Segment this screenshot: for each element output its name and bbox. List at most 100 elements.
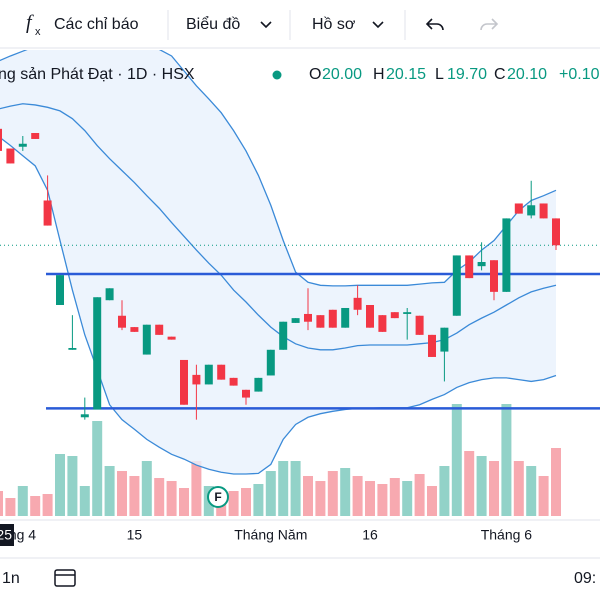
candle-body bbox=[43, 200, 52, 226]
volume-bar bbox=[402, 481, 413, 516]
volume-bar bbox=[154, 478, 165, 516]
candle-body bbox=[180, 359, 188, 405]
candle-body bbox=[266, 349, 275, 376]
candle-body bbox=[341, 307, 350, 328]
chevron bbox=[260, 21, 272, 29]
volume-bar bbox=[427, 486, 437, 516]
calendar-icon bbox=[54, 569, 76, 587]
profile-button[interactable]: Hồ sơ bbox=[312, 16, 356, 33]
candle-body bbox=[328, 309, 337, 328]
volume-bar bbox=[365, 481, 375, 516]
x-tick-label: Tháng 6 bbox=[481, 527, 533, 543]
volume-bar bbox=[513, 461, 524, 516]
volume-bar bbox=[489, 461, 499, 516]
candle-body bbox=[217, 364, 226, 380]
volume-bar bbox=[501, 404, 512, 516]
volume-bar bbox=[30, 496, 41, 516]
volume-bar bbox=[352, 476, 363, 516]
interval-button[interactable]: 1n bbox=[2, 570, 20, 587]
open-label: O bbox=[309, 66, 321, 83]
volume-bar bbox=[228, 491, 239, 516]
volume-bar bbox=[104, 466, 115, 516]
volume-bar bbox=[278, 461, 289, 516]
volume-bar bbox=[129, 476, 140, 516]
volume-bar bbox=[67, 456, 78, 516]
candle-body bbox=[167, 336, 176, 340]
candle-body bbox=[403, 312, 412, 314]
volume-bar bbox=[166, 481, 177, 516]
band-fill bbox=[0, 50, 556, 475]
chart-button[interactable]: Biểu đồ bbox=[186, 15, 240, 33]
candle-body bbox=[378, 315, 387, 332]
volume-bar bbox=[389, 478, 400, 516]
candle-body bbox=[291, 318, 300, 323]
event-marker bbox=[207, 486, 229, 508]
volume-bar bbox=[451, 404, 462, 516]
volume-bar bbox=[526, 466, 537, 516]
candle-body bbox=[31, 133, 40, 139]
candle-body bbox=[477, 262, 486, 267]
volume-bar bbox=[377, 484, 388, 516]
status-dot bbox=[272, 70, 282, 80]
low-value: 19.70 bbox=[447, 66, 487, 83]
volume-bar bbox=[464, 451, 475, 516]
close-label: C bbox=[494, 66, 506, 83]
volume-bar bbox=[141, 461, 152, 516]
candle-body bbox=[465, 255, 474, 279]
undo-button[interactable] bbox=[425, 18, 444, 31]
redo-button[interactable] bbox=[480, 18, 499, 31]
crosshair-label: 25 bbox=[0, 527, 12, 543]
candle-body bbox=[415, 315, 424, 335]
volume-bar bbox=[303, 476, 313, 516]
candle-body bbox=[56, 275, 64, 305]
candle-body bbox=[514, 203, 523, 214]
volume-bar bbox=[476, 456, 487, 516]
volume-bar bbox=[290, 461, 301, 516]
candle-body bbox=[6, 148, 15, 164]
fx-icon[interactable]: f x bbox=[26, 12, 41, 38]
candle-body bbox=[130, 327, 139, 332]
candle-body bbox=[204, 364, 213, 385]
candle-body bbox=[390, 312, 399, 319]
high-label: H bbox=[373, 66, 385, 83]
volume-bar bbox=[17, 486, 28, 516]
close-value: 20.10 bbox=[507, 66, 547, 83]
open-value: 20.00 bbox=[322, 66, 362, 83]
fx-sub: x bbox=[35, 26, 41, 38]
candle-body bbox=[316, 315, 325, 328]
crosshair-label-box bbox=[0, 524, 14, 546]
volume-bar bbox=[315, 481, 326, 516]
symbol-name: ng sản Phát Đạt · 1D · HSX bbox=[0, 66, 195, 83]
volume-bar bbox=[439, 466, 450, 516]
volume-bar bbox=[241, 488, 251, 516]
candle-body bbox=[18, 143, 27, 147]
low-label: L bbox=[435, 66, 444, 83]
candle-body bbox=[105, 288, 114, 301]
clock: 09: bbox=[574, 570, 596, 587]
candle-body bbox=[118, 315, 126, 328]
date-range-button[interactable] bbox=[54, 569, 76, 587]
candle-body bbox=[539, 203, 548, 219]
legend: ng sản Phát Đạt · 1D · HSX O 20.00 H 20.… bbox=[0, 66, 600, 83]
candle-body bbox=[502, 218, 511, 292]
x-tick-label: 16 bbox=[362, 527, 378, 543]
indicators-button[interactable]: Các chỉ báo bbox=[54, 16, 139, 33]
volume-bar bbox=[42, 494, 53, 516]
volume-bar bbox=[79, 486, 90, 516]
candle-body bbox=[279, 321, 288, 350]
candle-body bbox=[0, 128, 2, 151]
volume-bar bbox=[414, 474, 425, 516]
candle-body bbox=[68, 348, 77, 350]
high-value: 20.15 bbox=[386, 66, 426, 83]
candle-body bbox=[428, 334, 436, 357]
band-line bbox=[0, 103, 557, 351]
volume-bar bbox=[327, 471, 338, 516]
event-marker-label: F bbox=[214, 490, 221, 504]
chevron bbox=[372, 21, 384, 29]
candle-body bbox=[142, 324, 151, 355]
x-tick-label: 15 bbox=[127, 527, 143, 543]
volume-bar bbox=[179, 488, 189, 516]
candle-body bbox=[440, 327, 449, 352]
